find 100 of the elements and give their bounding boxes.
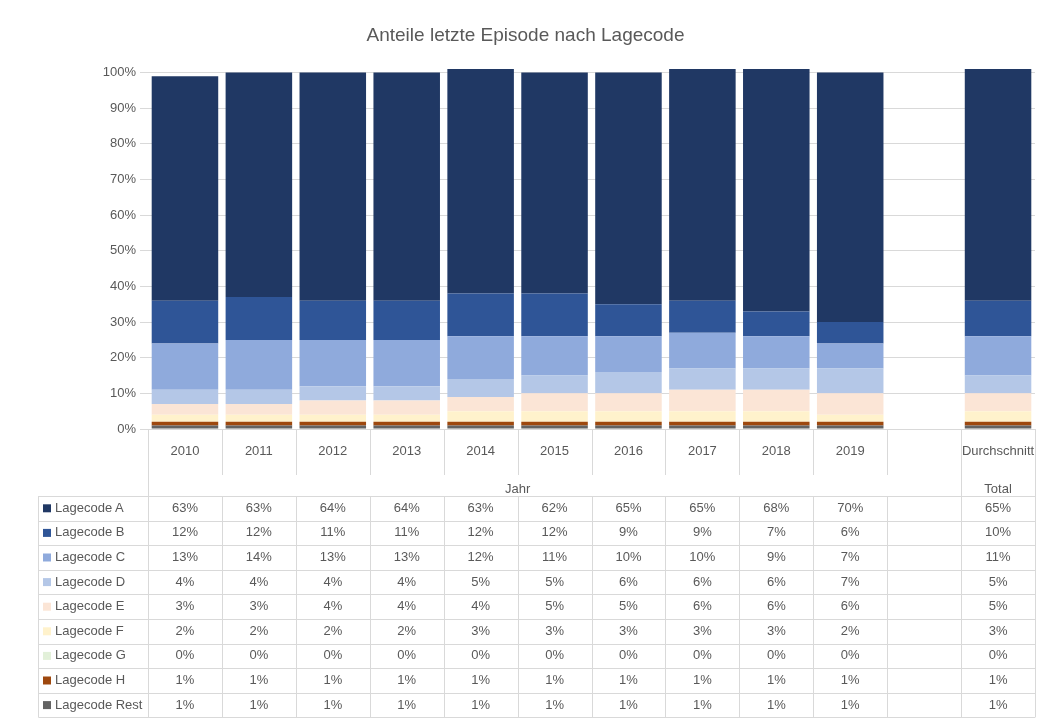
y-tick-label: 20% (109, 349, 137, 365)
data-label: 6% (840, 524, 861, 540)
legend-label: Lagecode A (55, 499, 124, 515)
data-label: 0% (766, 647, 787, 663)
data-label: 4% (397, 598, 417, 614)
bar (447, 336, 514, 380)
x-tick-label: 2011 (244, 443, 273, 459)
bar (151, 300, 219, 344)
data-label: 6% (840, 598, 861, 614)
data-label: 2% (840, 622, 861, 638)
data-label: 1% (249, 672, 269, 688)
bar (595, 304, 662, 337)
data-label: 12% (245, 524, 273, 540)
data-label: 9% (766, 549, 787, 565)
data-label: 4% (397, 573, 417, 589)
bar (521, 375, 588, 394)
data-label: 7% (766, 524, 787, 540)
x-tick-label: 2014 (466, 443, 496, 459)
legend-label: Lagecode D (55, 573, 126, 589)
data-label: 2% (397, 622, 417, 638)
legend-label: Lagecode B (55, 524, 125, 540)
bar (669, 389, 736, 412)
data-label: 7% (840, 573, 861, 589)
y-tick-label: 90% (109, 99, 137, 115)
data-label: 0% (692, 647, 713, 663)
bar (595, 336, 662, 372)
bar (595, 411, 662, 422)
bar (225, 72, 293, 298)
bar (225, 425, 293, 429)
data-label: 63% (245, 499, 273, 515)
data-label: 3% (175, 598, 195, 614)
bar (299, 300, 367, 340)
data-label: 12% (541, 524, 568, 540)
data-label: 65% (615, 499, 642, 515)
x-tick-label: 2012 (318, 443, 348, 459)
bar (669, 69, 736, 301)
data-label: 2% (249, 622, 269, 638)
text: Jahr (504, 481, 531, 497)
bar (521, 393, 588, 412)
data-label: 10% (985, 524, 1012, 540)
y-tick-label: 70% (109, 171, 137, 187)
y-tick-label: 10% (109, 384, 137, 400)
bar (447, 379, 514, 397)
bar (743, 389, 810, 412)
data-label: 13% (171, 549, 199, 565)
bar (225, 404, 293, 415)
bar (743, 336, 810, 369)
data-label: 3% (471, 622, 491, 638)
bar (964, 393, 1032, 412)
data-label: 3% (545, 622, 565, 638)
data-label: 4% (249, 573, 269, 589)
data-label: 4% (323, 573, 343, 589)
text: Total (984, 481, 1012, 497)
data-label: 11% (394, 524, 420, 540)
bar (816, 368, 884, 394)
y-tick-label: 80% (109, 135, 137, 151)
data-label: 12% (171, 524, 199, 540)
bar (447, 69, 514, 294)
bar (225, 297, 293, 340)
bar (447, 425, 514, 429)
legend-label: Lagecode E (55, 598, 125, 614)
bar (299, 400, 367, 415)
bar (225, 389, 293, 405)
bar (299, 339, 367, 387)
data-label: 1% (988, 672, 1008, 688)
data-label: 5% (545, 598, 565, 614)
bar (447, 293, 514, 337)
data-label: 5% (619, 598, 639, 614)
bar (521, 411, 588, 422)
bar (669, 300, 736, 333)
data-label: 14% (245, 549, 273, 565)
data-label: 63% (467, 499, 495, 515)
data-label: 13% (393, 549, 421, 565)
data-label: 1% (840, 672, 861, 688)
data-label: 2% (175, 622, 195, 638)
bar (151, 425, 219, 429)
data-label: 13% (319, 549, 347, 565)
data-label: 3% (692, 622, 713, 638)
bar (816, 393, 884, 415)
bar (225, 339, 293, 390)
bar (151, 343, 219, 390)
bar (964, 69, 1032, 301)
bar (743, 368, 810, 390)
data-label: 1% (471, 696, 491, 712)
data-label: 3% (766, 622, 787, 638)
data-label: 6% (766, 573, 787, 589)
bar (447, 396, 514, 412)
bar (521, 72, 588, 294)
bar (299, 72, 367, 301)
y-tick-label: 60% (109, 206, 137, 222)
y-tick-label: 50% (109, 242, 137, 258)
bar (373, 300, 440, 340)
data-label: 65% (985, 499, 1012, 515)
bar (669, 411, 736, 422)
bar (299, 425, 367, 429)
bar (373, 400, 440, 415)
data-label: 1% (840, 696, 861, 712)
bar (595, 371, 662, 394)
data-label: 11% (985, 549, 1012, 565)
data-label: 0% (471, 647, 491, 663)
